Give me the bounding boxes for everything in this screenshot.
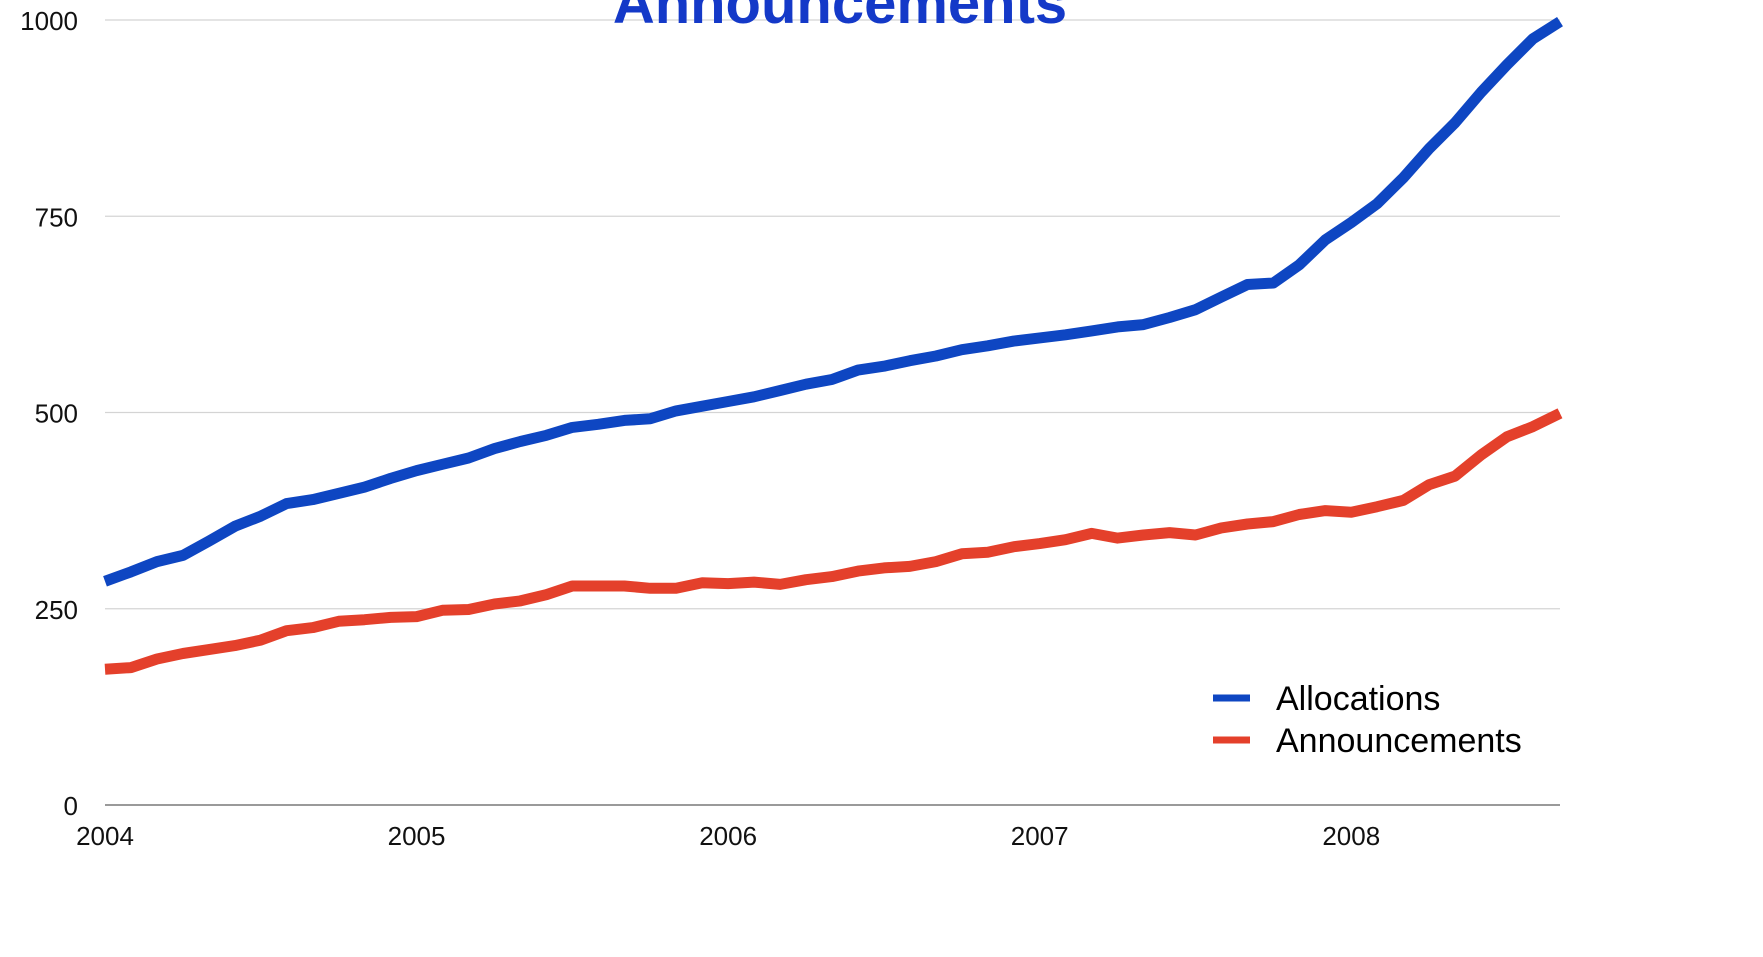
- y-tick-label-1000: 1000: [20, 6, 78, 36]
- y-tick-label-500: 500: [35, 399, 78, 429]
- x-tick-label-2006: 2006: [699, 821, 757, 851]
- legend-label-allocations: Allocations: [1276, 680, 1440, 718]
- series-line-allocations: [103, 16, 1563, 587]
- y-tick-label-0: 0: [64, 791, 78, 821]
- x-tick-label-2005: 2005: [388, 821, 446, 851]
- x-tick-label-2008: 2008: [1322, 821, 1380, 851]
- series-line-announcements: [104, 408, 1563, 675]
- chart-title: Announcements: [612, 0, 1068, 36]
- x-tick-label-2004: 2004: [76, 821, 134, 851]
- gridlines: [105, 19, 1560, 806]
- legend-label-announcements: Announcements: [1276, 722, 1522, 760]
- x-tick-label-2007: 2007: [1011, 821, 1069, 851]
- series-lines: [103, 16, 1563, 675]
- y-tick-label-750: 750: [35, 202, 78, 232]
- axes: 0 250 500 750 1000 2004 2005 2006 2007 2008: [20, 6, 1380, 851]
- y-tick-label-250: 250: [35, 595, 78, 625]
- legend: Allocations Announcements: [1213, 680, 1522, 760]
